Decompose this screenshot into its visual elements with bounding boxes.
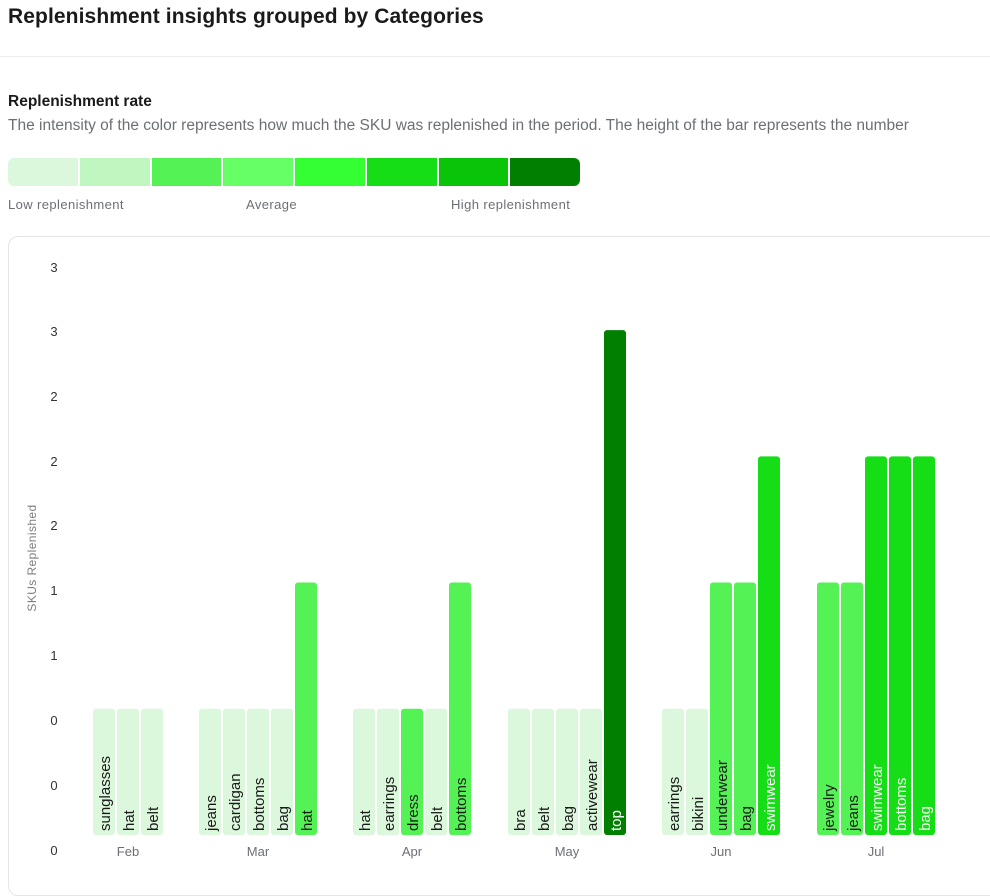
legend-low-label: Low replenishment [8, 197, 124, 212]
bar-label: sunglasses [97, 756, 114, 831]
bar-label: bra [512, 809, 529, 831]
legend-swatch [510, 158, 580, 186]
bar-hat [117, 708, 139, 835]
bar-bag [556, 708, 578, 835]
bar-bag [271, 708, 293, 835]
y-tick-label: 1 [50, 648, 57, 663]
x-group-label: May [555, 844, 580, 859]
y-tick-label: 0 [50, 778, 57, 793]
bar-bottoms [247, 708, 269, 835]
legend-swatch [366, 158, 439, 186]
bar-bra [508, 708, 530, 835]
bar-top [604, 330, 626, 835]
legend-swatch [223, 158, 295, 186]
legend-swatch [438, 158, 511, 186]
bar-label: belt [429, 806, 446, 831]
bar-label: bottoms [893, 778, 910, 831]
bar-dress [401, 708, 423, 835]
legend-swatch [295, 158, 367, 186]
bar-belt [141, 708, 163, 835]
y-tick-label: 2 [50, 518, 57, 533]
y-tick-label: 3 [50, 324, 57, 339]
bar-label: dress [405, 794, 422, 831]
bar-jewelry [817, 582, 839, 835]
x-group-label: Feb [117, 844, 139, 859]
legend-swatch [8, 158, 80, 186]
legend-high-label: High replenishment [451, 197, 571, 212]
bar-bottoms [889, 456, 911, 835]
bar-earrings [377, 708, 399, 835]
y-tick-label: 0 [50, 713, 57, 728]
bar-label: swimwear [762, 764, 779, 831]
bar-label: top [608, 810, 625, 831]
y-tick-label: 1 [50, 583, 57, 598]
bar-label: earrings [381, 777, 398, 831]
legend-swatch [151, 158, 224, 186]
bar-jeans [841, 582, 863, 835]
x-group-label: Jul [868, 844, 885, 859]
bar-label: bikini [690, 797, 707, 831]
bar-underwear [710, 582, 732, 835]
bar-cardigan [223, 708, 245, 835]
bar-label: underwear [714, 760, 731, 831]
bar-belt [425, 708, 447, 835]
y-tick-label: 0 [50, 843, 57, 858]
bar-sunglasses [93, 708, 115, 835]
bar-activewear [580, 708, 602, 835]
bar-bikini [686, 708, 708, 835]
bar-label: hat [357, 809, 374, 831]
bar-label: bag [917, 806, 934, 831]
bar-label: jewelry [821, 784, 838, 832]
bar-label: jeans [845, 795, 862, 832]
bar-bottoms [449, 582, 471, 835]
bar-belt [532, 708, 554, 835]
page-title: Replenishment insights grouped by Catego… [8, 5, 484, 28]
bar-label: bag [738, 806, 755, 831]
bar-earrings [662, 708, 684, 835]
bar-label: belt [145, 806, 162, 831]
legend-mid-label: Average [246, 197, 297, 212]
bar-swimwear [865, 456, 887, 835]
section-description: The intensity of the color represents ho… [8, 117, 909, 134]
section-title: Replenishment rate [8, 93, 152, 110]
bar-bag [734, 582, 756, 835]
bar-hat [295, 582, 317, 835]
bar-label: jeans [203, 795, 220, 832]
bar-swimwear [758, 456, 780, 835]
bar-label: hat [121, 809, 138, 831]
x-group-label: Mar [247, 844, 270, 859]
bar-label: bag [275, 806, 292, 831]
bar-bag [913, 456, 935, 835]
bar-label: bottoms [251, 778, 268, 831]
bar-label: earrings [666, 777, 683, 831]
bar-label: swimwear [869, 764, 886, 831]
bar-label: hat [299, 809, 316, 831]
y-axis-label: SKUs Replenished [25, 504, 39, 611]
bar-label: bottoms [453, 778, 470, 831]
x-group-label: Jun [711, 844, 732, 859]
y-tick-label: 3 [50, 260, 57, 275]
y-tick-label: 2 [50, 389, 57, 404]
color-scale-legend [8, 158, 580, 186]
header-divider [0, 56, 990, 57]
bar-label: bag [560, 806, 577, 831]
x-group-label: Apr [402, 844, 423, 859]
bar-jeans [199, 708, 221, 835]
bar-label: activewear [584, 759, 601, 831]
bar-label: cardigan [227, 773, 244, 831]
y-tick-label: 2 [50, 454, 57, 469]
legend-swatch [79, 158, 152, 186]
bar-hat [353, 708, 375, 835]
bar-label: belt [536, 806, 553, 831]
